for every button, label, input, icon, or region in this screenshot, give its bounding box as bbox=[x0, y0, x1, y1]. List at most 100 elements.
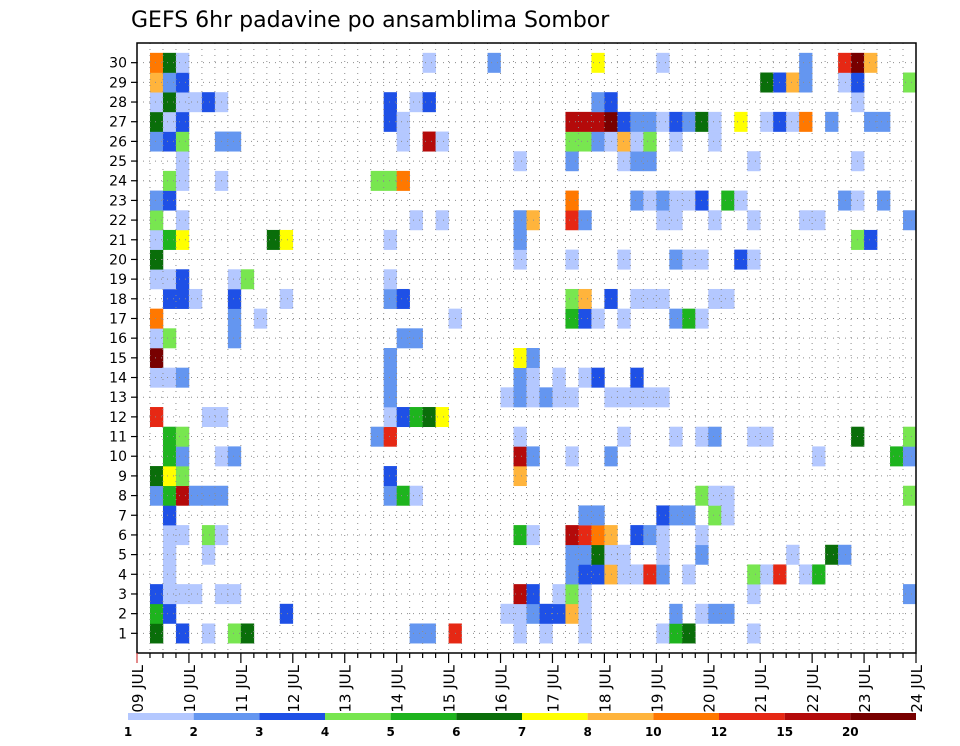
heatmap-cell bbox=[630, 564, 644, 585]
heatmap-cell bbox=[383, 229, 397, 250]
heatmap-cell bbox=[227, 308, 242, 329]
x-tick-label: 11 JUL bbox=[233, 664, 251, 712]
heatmap-cell bbox=[682, 505, 696, 526]
y-tick-label: 26 bbox=[109, 134, 127, 150]
heatmap-cell bbox=[149, 269, 164, 290]
heatmap-cell bbox=[383, 387, 397, 408]
heatmap-cell bbox=[903, 446, 917, 467]
heatmap-cell bbox=[149, 111, 164, 132]
y-tick-label: 10 bbox=[109, 449, 127, 465]
heatmap-cell bbox=[747, 584, 761, 605]
heatmap-cell bbox=[656, 623, 670, 644]
heatmap-cell bbox=[383, 348, 397, 368]
heatmap-cell bbox=[721, 190, 735, 211]
x-tick-label: 16 JUL bbox=[493, 664, 511, 712]
colorbar-swatch bbox=[719, 713, 785, 720]
heatmap-cell bbox=[552, 584, 566, 605]
heatmap-cell bbox=[565, 308, 579, 329]
colorbar-label: 5 bbox=[387, 725, 395, 739]
heatmap-cell bbox=[799, 564, 813, 585]
heatmap-cell bbox=[799, 72, 813, 93]
heatmap-cell bbox=[162, 367, 177, 388]
heatmap-cell bbox=[591, 367, 605, 388]
heatmap-cell bbox=[409, 328, 423, 349]
heatmap-cell bbox=[630, 525, 644, 546]
heatmap-cell bbox=[578, 564, 592, 585]
y-tick-label: 8 bbox=[118, 489, 127, 505]
colorbar-swatch bbox=[390, 713, 457, 720]
y-axis: 1234567891011121314151617181920212223242… bbox=[109, 56, 137, 642]
heatmap-cell bbox=[149, 623, 164, 644]
x-tick-label: 22 JUL bbox=[804, 664, 822, 712]
x-tick-label: 23 JUL bbox=[856, 664, 874, 712]
heatmap-cell bbox=[565, 584, 579, 605]
heatmap-cell bbox=[578, 623, 592, 644]
y-tick-label: 14 bbox=[109, 371, 127, 387]
heatmap-cell bbox=[656, 525, 670, 546]
heatmap-cell bbox=[682, 564, 696, 585]
heatmap-cell bbox=[591, 564, 605, 585]
heatmap-cell bbox=[682, 623, 696, 644]
heatmap-cell bbox=[656, 190, 670, 211]
colorbar-swatch bbox=[587, 713, 654, 720]
heatmap-cell bbox=[565, 525, 579, 546]
heatmap-cell bbox=[162, 485, 177, 506]
heatmap-cell bbox=[864, 52, 878, 73]
colorbar-label: 7 bbox=[518, 725, 526, 739]
heatmap-cell bbox=[487, 52, 501, 73]
y-tick-label: 13 bbox=[109, 390, 127, 406]
heatmap-cell bbox=[188, 485, 203, 506]
heatmap-cell bbox=[747, 564, 761, 585]
heatmap-cell bbox=[565, 111, 579, 132]
x-tick-label: 18 JUL bbox=[596, 664, 614, 712]
heatmap-cell bbox=[669, 249, 683, 270]
heatmap-cell bbox=[578, 367, 592, 388]
heatmap-cell bbox=[162, 446, 177, 467]
heatmap-cell bbox=[760, 72, 774, 93]
heatmap-cell bbox=[591, 308, 605, 329]
heatmap-cell bbox=[409, 407, 423, 428]
heatmap-cell bbox=[188, 92, 203, 113]
heatmap-cell bbox=[552, 387, 566, 408]
heatmap-cell bbox=[279, 288, 294, 309]
heatmap-cell bbox=[565, 387, 579, 408]
heatmap-cell bbox=[188, 584, 203, 605]
y-tick-label: 30 bbox=[109, 56, 127, 72]
x-tick-label: 14 JUL bbox=[389, 664, 407, 712]
heatmap-cell bbox=[175, 229, 190, 250]
heatmap-cell bbox=[617, 249, 631, 270]
heatmap-cell bbox=[760, 111, 774, 132]
heatmap-cell bbox=[162, 269, 177, 290]
heatmap-cell bbox=[201, 623, 216, 644]
heatmap-cell bbox=[682, 111, 696, 132]
heatmap-cell bbox=[175, 269, 190, 290]
heatmap-cell bbox=[539, 603, 553, 624]
heatmap-cell bbox=[513, 249, 527, 270]
heatmap-cell bbox=[786, 72, 800, 93]
heatmap-cell bbox=[201, 485, 216, 506]
heatmap-cell bbox=[435, 131, 449, 152]
heatmap-cell bbox=[799, 52, 813, 73]
heatmap-cell bbox=[513, 426, 527, 447]
heatmap-cell bbox=[617, 426, 631, 447]
colorbar-swatch bbox=[850, 713, 916, 720]
y-tick-label: 2 bbox=[118, 607, 127, 623]
heatmap-cell bbox=[149, 584, 164, 605]
heatmap-cell bbox=[162, 229, 177, 250]
heatmap-cell bbox=[877, 190, 891, 211]
heatmap-cell bbox=[409, 623, 423, 644]
heatmap-cell bbox=[721, 603, 735, 624]
heatmap-cell bbox=[682, 190, 696, 211]
heatmap-cell bbox=[838, 72, 852, 93]
heatmap-cell bbox=[812, 210, 826, 231]
heatmap-cell bbox=[422, 92, 436, 113]
heatmap-cell bbox=[149, 308, 164, 329]
heatmap-cell bbox=[734, 249, 748, 270]
heatmap-cell bbox=[422, 131, 436, 152]
colorbar-swatch bbox=[653, 713, 719, 720]
heatmap-cell bbox=[591, 544, 605, 565]
heatmap-cell bbox=[565, 288, 579, 309]
heatmap-cell bbox=[656, 210, 670, 231]
heatmap-cell bbox=[175, 426, 190, 447]
heatmap-cell bbox=[149, 229, 164, 250]
